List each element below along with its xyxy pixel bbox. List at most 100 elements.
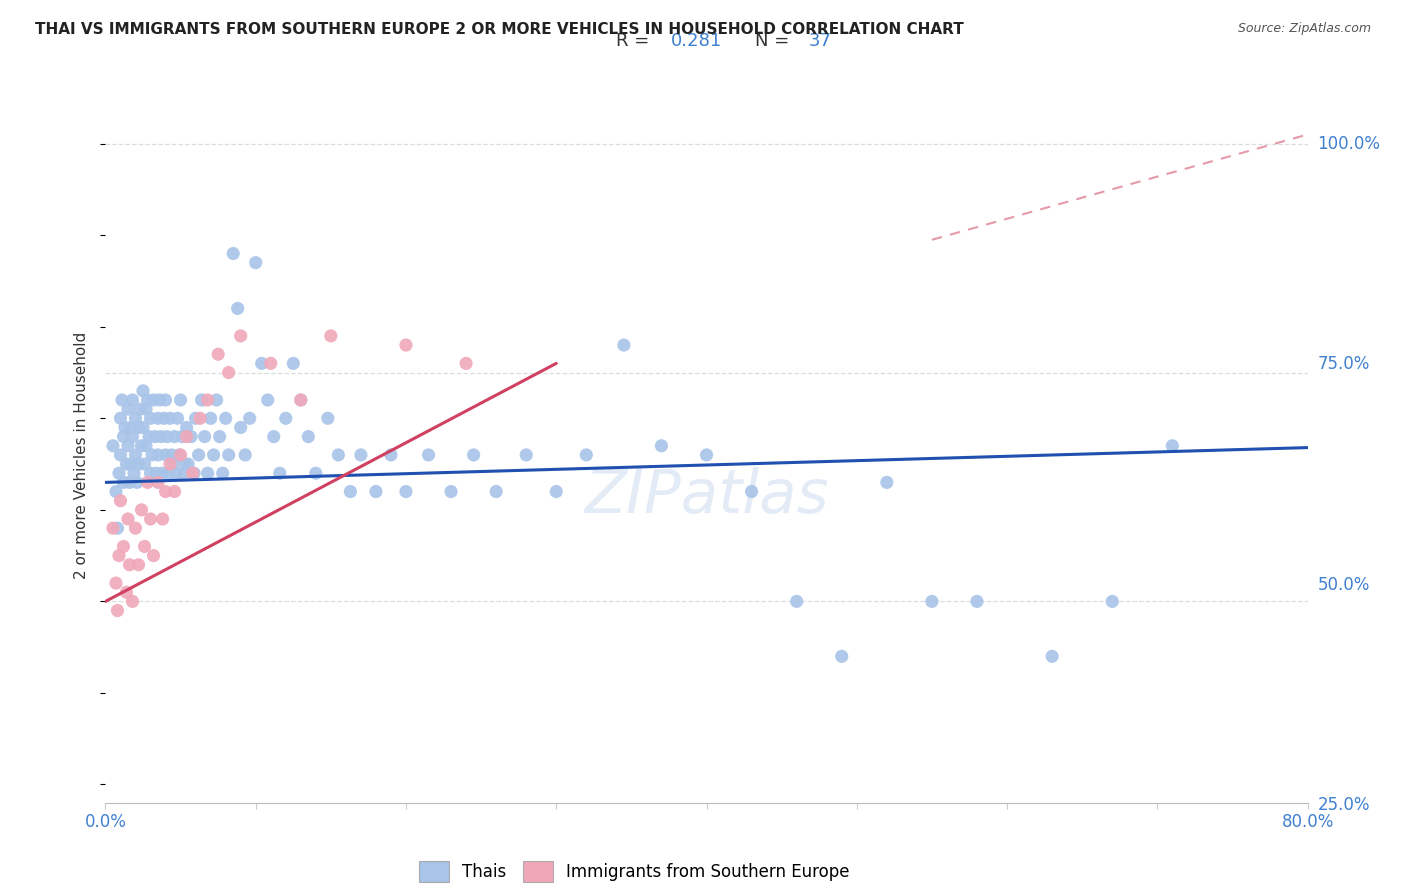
Point xyxy=(194,429,217,443)
Point xyxy=(966,594,988,608)
Point xyxy=(222,246,245,260)
Point xyxy=(160,448,183,462)
Point xyxy=(118,558,141,572)
Point xyxy=(146,475,169,490)
Point xyxy=(128,457,150,471)
Point xyxy=(115,585,138,599)
Point xyxy=(134,457,156,471)
Point xyxy=(380,448,402,462)
Point xyxy=(135,402,157,417)
Point xyxy=(229,420,252,434)
Point xyxy=(152,512,174,526)
Point xyxy=(152,467,174,481)
Point xyxy=(200,411,222,425)
Point xyxy=(339,484,361,499)
Point xyxy=(187,448,209,462)
Point xyxy=(188,411,211,425)
Point xyxy=(233,448,256,462)
Point xyxy=(124,411,146,425)
Point xyxy=(181,467,204,481)
Point xyxy=(156,429,179,443)
Point xyxy=(177,457,200,471)
Point xyxy=(328,448,350,462)
Text: N =: N = xyxy=(755,32,794,50)
Text: 0.281: 0.281 xyxy=(671,32,721,50)
Point xyxy=(297,429,319,443)
Point xyxy=(110,411,132,425)
Point xyxy=(290,392,312,407)
Point xyxy=(250,356,273,370)
Point xyxy=(104,484,127,499)
Point xyxy=(142,392,165,407)
Point xyxy=(120,457,142,471)
Point xyxy=(111,392,134,407)
Point xyxy=(245,255,267,269)
Text: Source: ZipAtlas.com: Source: ZipAtlas.com xyxy=(1237,22,1371,36)
Point xyxy=(159,457,181,471)
Point xyxy=(260,356,283,370)
Point xyxy=(108,549,131,563)
Point xyxy=(159,411,181,425)
Point xyxy=(208,429,231,443)
Point xyxy=(226,301,249,316)
Text: R =: R = xyxy=(616,32,655,50)
Point xyxy=(218,366,240,380)
Point xyxy=(121,594,143,608)
Point xyxy=(463,448,485,462)
Point xyxy=(110,448,132,462)
Point xyxy=(205,392,228,407)
Point xyxy=(146,411,169,425)
Point xyxy=(120,420,142,434)
Point xyxy=(122,467,145,481)
Point xyxy=(876,475,898,490)
Point xyxy=(128,420,150,434)
Point xyxy=(245,823,267,838)
Point xyxy=(131,503,153,517)
Point xyxy=(176,429,198,443)
Point xyxy=(136,475,159,490)
Legend: Thais, Immigrants from Southern Europe: Thais, Immigrants from Southern Europe xyxy=(412,855,856,888)
Point xyxy=(485,484,508,499)
Point xyxy=(218,448,240,462)
Text: ZIPatlas: ZIPatlas xyxy=(585,467,828,526)
Point xyxy=(290,392,312,407)
Point xyxy=(124,521,146,535)
Point xyxy=(305,467,328,481)
Point xyxy=(197,392,219,407)
Point xyxy=(117,512,139,526)
Point xyxy=(183,467,205,481)
Point xyxy=(139,512,162,526)
Point xyxy=(128,558,150,572)
Point xyxy=(139,411,162,425)
Point xyxy=(125,475,148,490)
Point xyxy=(1040,649,1063,664)
Point xyxy=(184,411,207,425)
Point xyxy=(135,439,157,453)
Point xyxy=(202,448,225,462)
Point xyxy=(364,484,387,499)
Point xyxy=(104,576,127,591)
Point xyxy=(831,649,853,664)
Point xyxy=(139,467,162,481)
Point xyxy=(118,475,141,490)
Point xyxy=(142,549,165,563)
Point xyxy=(157,467,180,481)
Point xyxy=(283,356,305,370)
Point xyxy=(395,484,418,499)
Point xyxy=(134,540,156,554)
Point xyxy=(107,521,129,535)
Point xyxy=(169,448,191,462)
Point xyxy=(131,439,153,453)
Point xyxy=(169,392,191,407)
Point xyxy=(167,448,190,462)
Point xyxy=(515,448,537,462)
Point xyxy=(239,411,262,425)
Point xyxy=(269,467,291,481)
Point xyxy=(153,411,176,425)
Point xyxy=(121,429,143,443)
Point xyxy=(141,448,163,462)
Point xyxy=(165,467,187,481)
Point xyxy=(741,484,763,499)
Point xyxy=(117,439,139,453)
Point xyxy=(1101,594,1123,608)
